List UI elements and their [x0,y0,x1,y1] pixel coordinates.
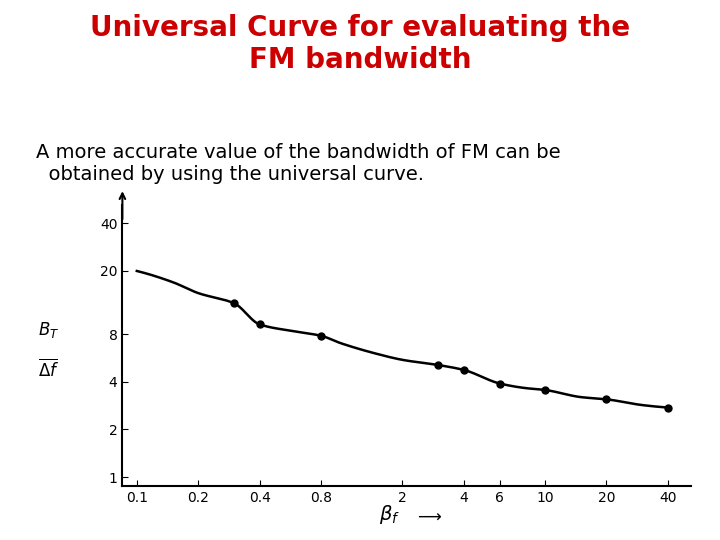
Text: $\longrightarrow$: $\longrightarrow$ [414,507,442,525]
Text: $\overline{\Delta f}$: $\overline{\Delta f}$ [37,358,59,380]
Text: $B_T$: $B_T$ [38,320,59,340]
Text: Universal Curve for evaluating the
FM bandwidth: Universal Curve for evaluating the FM ba… [90,14,630,74]
Text: $\beta_f$: $\beta_f$ [379,503,400,526]
Text: A more accurate value of the bandwidth of FM can be
  obtained by using the univ: A more accurate value of the bandwidth o… [36,143,561,184]
